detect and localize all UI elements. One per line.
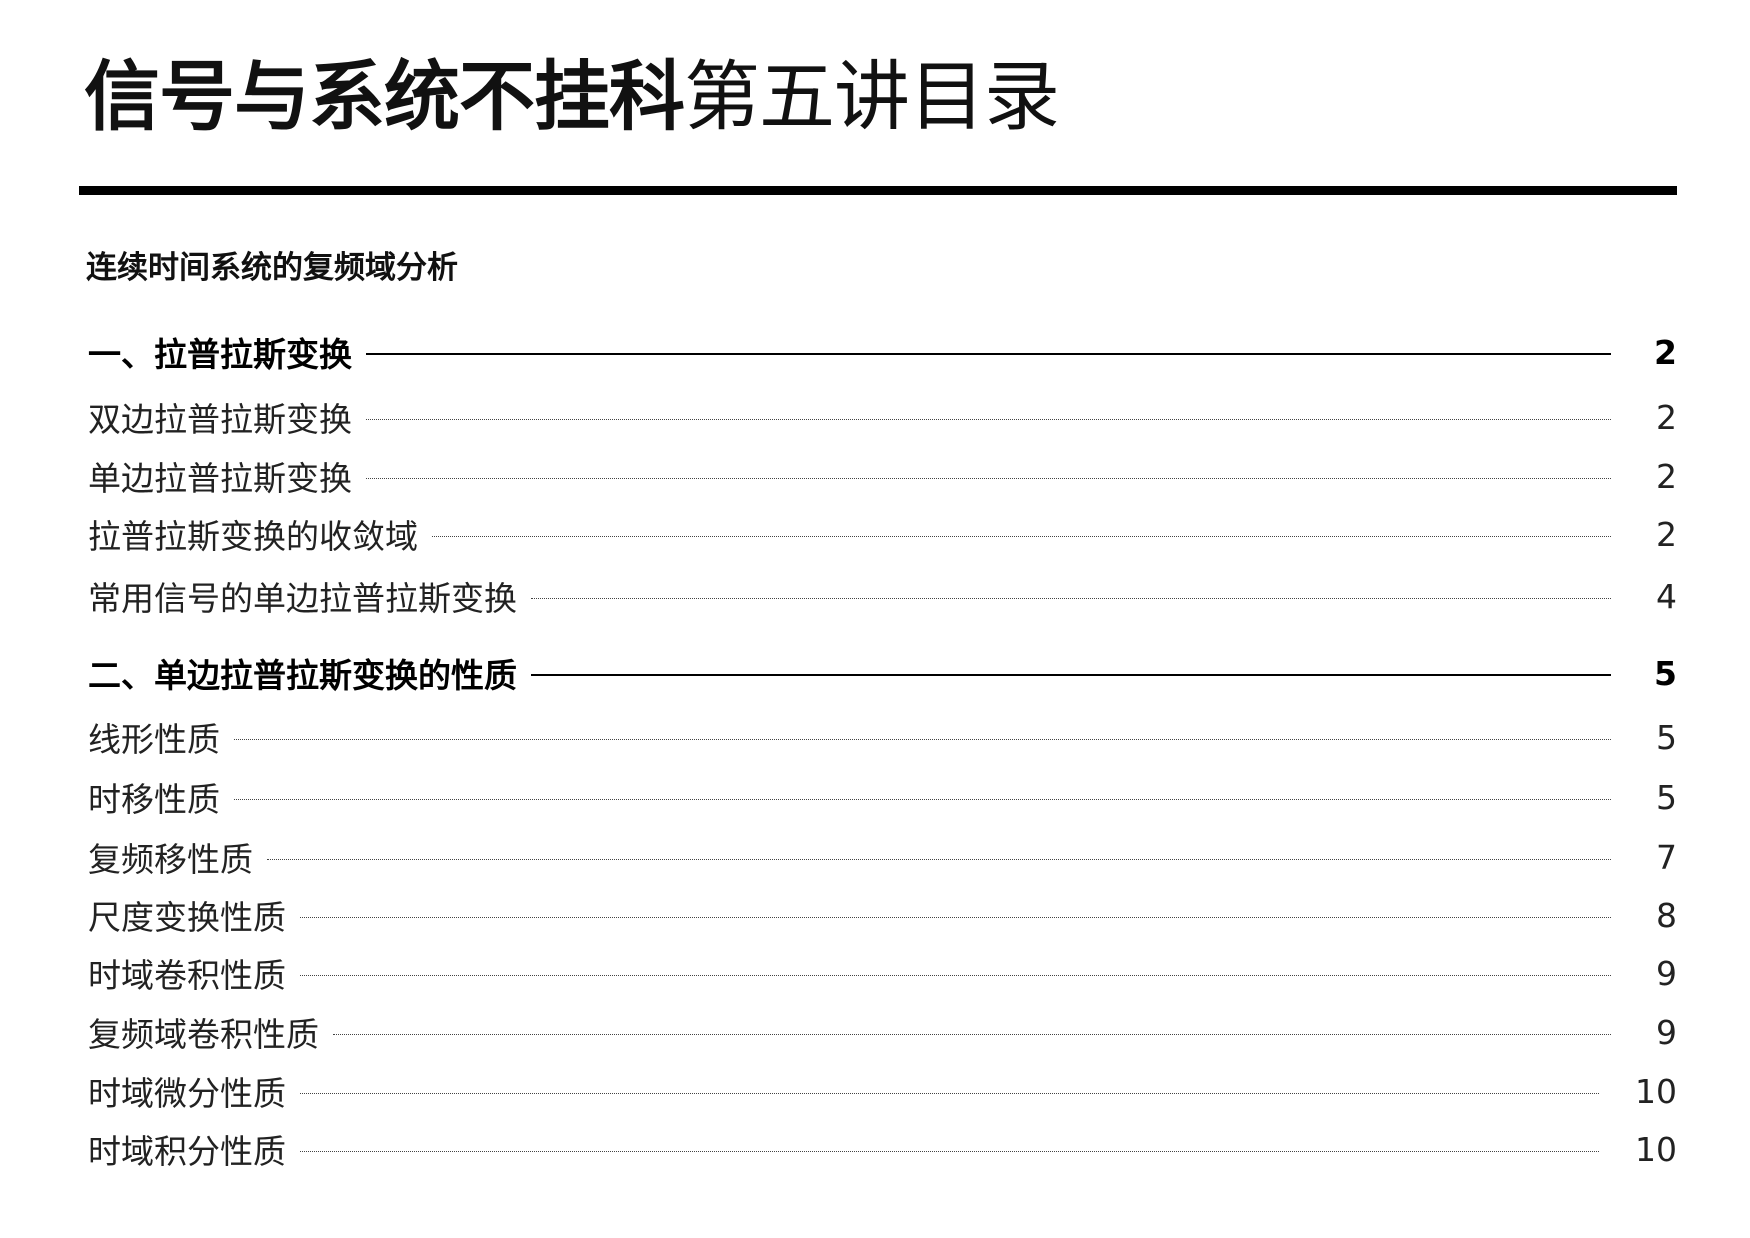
toc-entry[interactable]: 单边拉普拉斯变换 2 (88, 454, 1677, 499)
toc-page-number: 10 (1635, 1071, 1677, 1111)
toc-page-number: 2 (1656, 514, 1677, 554)
toc-entry[interactable]: 时移性质 5 (88, 775, 1677, 820)
toc-section-entry[interactable]: 一、拉普拉斯变换 2 (88, 330, 1677, 375)
toc-page-number: 2 (1656, 456, 1677, 496)
toc-leader-line (300, 1092, 1599, 1094)
toc-entry[interactable]: 复频域卷积性质 9 (88, 1010, 1677, 1055)
toc-entry[interactable]: 尺度变换性质 8 (88, 893, 1677, 938)
toc-entry[interactable]: 时域微分性质 10 (88, 1069, 1677, 1114)
toc-entry-label: 尺度变换性质 (88, 898, 286, 937)
toc-page-number: 5 (1654, 653, 1677, 693)
toc-leader-line (531, 597, 1611, 599)
toc-leader-line (366, 353, 1611, 355)
toc-entry[interactable]: 常用信号的单边拉普拉斯变换 4 (88, 574, 1677, 619)
toc-leader-line (366, 418, 1611, 420)
toc-leader-line (432, 535, 1611, 537)
toc-entry-label: 时域微分性质 (88, 1074, 286, 1113)
toc-leader-line (300, 916, 1611, 918)
toc-entry-label: 双边拉普拉斯变换 (88, 400, 352, 439)
toc-entry-label: 时域卷积性质 (88, 956, 286, 995)
toc-leader-line (234, 798, 1611, 800)
toc-leader-line (234, 738, 1611, 740)
page-title: 信号与系统不挂科第五讲目录 (84, 52, 1060, 142)
title-divider (79, 186, 1677, 195)
toc-entry[interactable]: 时域积分性质 10 (88, 1127, 1677, 1172)
toc-entry-label: 时域积分性质 (88, 1132, 286, 1171)
toc-leader-line (300, 1150, 1599, 1152)
toc-entry[interactable]: 复频移性质 7 (88, 835, 1677, 880)
chapter-subtitle: 连续时间系统的复频域分析 (86, 250, 458, 286)
toc-entry[interactable]: 双边拉普拉斯变换 2 (88, 395, 1677, 440)
toc-entry-label: 拉普拉斯变换的收敛域 (88, 517, 418, 556)
title-light: 第五讲目录 (684, 52, 1060, 141)
toc-page-number: 9 (1656, 1012, 1677, 1052)
toc-entry-label: 时移性质 (88, 780, 220, 819)
toc-page-number: 7 (1656, 837, 1677, 877)
toc-entry-label: 单边拉普拉斯变换 (88, 459, 352, 498)
toc-entry-label: 线形性质 (88, 720, 220, 759)
toc-page-number: 5 (1656, 777, 1677, 817)
toc-entry-label: 一、拉普拉斯变换 (88, 335, 352, 374)
toc-entry[interactable]: 线形性质 5 (88, 715, 1677, 760)
toc-section-entry[interactable]: 二、单边拉普拉斯变换的性质 5 (88, 651, 1677, 696)
title-bold: 信号与系统不挂科 (84, 52, 685, 141)
toc-page-number: 9 (1656, 953, 1677, 993)
toc-leader-line (300, 974, 1611, 976)
toc-page-number: 8 (1656, 895, 1677, 935)
toc-leader-line (531, 674, 1611, 676)
toc-entry[interactable]: 时域卷积性质 9 (88, 951, 1677, 996)
toc-leader-line (333, 1033, 1611, 1035)
toc-page-number: 2 (1654, 332, 1677, 372)
toc-leader-line (366, 477, 1611, 479)
toc-entry[interactable]: 拉普拉斯变换的收敛域 2 (88, 512, 1677, 557)
toc-page-number: 5 (1656, 717, 1677, 757)
toc-page-number: 4 (1656, 576, 1677, 616)
toc-page-number: 2 (1656, 397, 1677, 437)
toc-page-number: 10 (1635, 1129, 1677, 1169)
toc-entry-label: 复频移性质 (88, 840, 253, 879)
toc-entry-label: 二、单边拉普拉斯变换的性质 (88, 656, 517, 695)
toc-leader-line (267, 858, 1611, 860)
toc-entry-label: 复频域卷积性质 (88, 1015, 319, 1054)
toc-entry-label: 常用信号的单边拉普拉斯变换 (88, 579, 517, 618)
